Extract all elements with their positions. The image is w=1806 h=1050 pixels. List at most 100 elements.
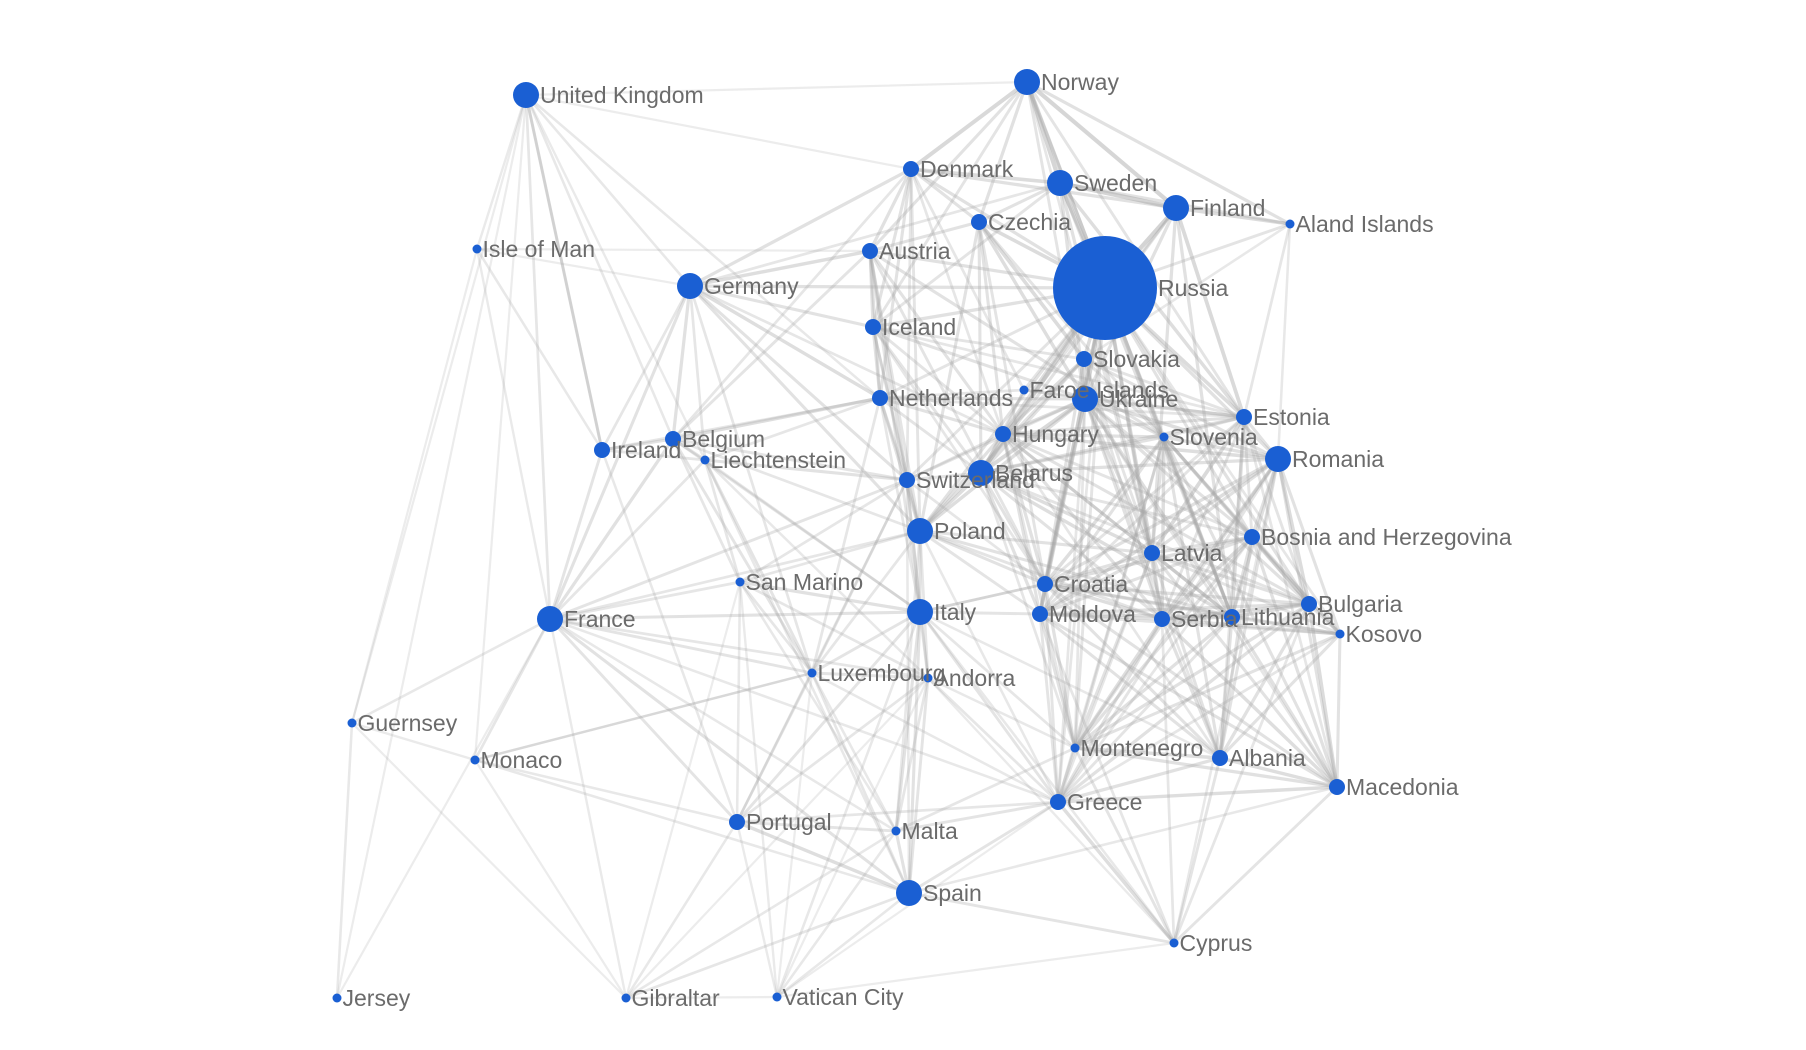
node-portugal[interactable] <box>729 814 745 830</box>
edge-belgium-luxembourg <box>671 437 814 675</box>
node-switzerland[interactable] <box>899 472 915 488</box>
node-austria[interactable] <box>862 243 878 259</box>
edge-netherlands-belgium <box>671 396 882 441</box>
node-ukraine[interactable] <box>1072 386 1098 412</box>
node-label-italy: Italy <box>934 599 977 625</box>
edge-france-isle-of-man <box>475 247 552 621</box>
node-belgium[interactable] <box>665 431 681 447</box>
node-norway[interactable] <box>1014 69 1040 95</box>
node-netherlands[interactable] <box>872 390 888 406</box>
node-ireland[interactable] <box>594 442 610 458</box>
node-italy[interactable] <box>907 599 933 625</box>
node-sweden[interactable] <box>1047 170 1073 196</box>
edge-finland-latvia <box>1150 206 1178 555</box>
node-label-bosnia: Bosnia and Herzegovina <box>1261 524 1512 550</box>
node-aland-islands[interactable] <box>1285 219 1295 229</box>
node-monaco[interactable] <box>470 755 480 765</box>
node-bosnia[interactable] <box>1244 529 1260 545</box>
node-label-greece: Greece <box>1067 789 1142 815</box>
node-label-finland: Finland <box>1190 195 1265 221</box>
node-iceland[interactable] <box>865 319 881 335</box>
node-montenegro[interactable] <box>1070 743 1080 753</box>
edge-ireland-portugal <box>600 448 739 824</box>
node-malta[interactable] <box>891 826 901 836</box>
edge-hungary-bosnia <box>1001 432 1254 539</box>
node-moldova[interactable] <box>1032 606 1048 622</box>
edge-france-spain <box>548 617 911 895</box>
node-denmark[interactable] <box>903 161 919 177</box>
edge-slovenia-latvia <box>1150 435 1166 555</box>
node-albania[interactable] <box>1212 750 1228 766</box>
edge-germany-iceland <box>688 284 875 329</box>
node-luxembourg[interactable] <box>807 668 817 678</box>
node-finland[interactable] <box>1163 195 1189 221</box>
node-russia[interactable] <box>1053 236 1157 340</box>
edge-moldova-macedonia <box>1038 612 1339 789</box>
node-andorra[interactable] <box>923 673 933 683</box>
node-france[interactable] <box>537 606 563 632</box>
edge-iceland-poland <box>871 325 922 533</box>
node-romania[interactable] <box>1265 446 1291 472</box>
edge-romania-bulgaria <box>1276 457 1311 606</box>
node-slovakia[interactable] <box>1076 351 1092 367</box>
edge-sweden-latvia <box>1058 181 1154 555</box>
edge-germany-liechtenstein <box>688 284 707 462</box>
edge-latvia-macedonia <box>1150 551 1339 789</box>
edge-spain-vatican-city <box>775 891 911 999</box>
node-latvia[interactable] <box>1144 545 1160 561</box>
node-serbia[interactable] <box>1154 611 1170 627</box>
edge-slovakia-slovenia <box>1082 357 1166 439</box>
node-guernsey[interactable] <box>347 718 357 728</box>
edge-monaco-luxembourg <box>473 671 814 762</box>
edge-united-kingdom-liechtenstein <box>524 93 707 462</box>
edge-austria-iceland <box>868 249 875 329</box>
edge-finland-lithuania <box>1174 206 1234 619</box>
node-united-kingdom[interactable] <box>513 82 539 108</box>
edge-russia-kosovo <box>1103 286 1342 636</box>
node-macedonia[interactable] <box>1329 779 1345 795</box>
node-greece[interactable] <box>1050 794 1066 810</box>
node-jersey[interactable] <box>332 993 342 1003</box>
node-liechtenstein[interactable] <box>700 455 710 465</box>
edge-slovakia-belarus <box>979 357 1086 475</box>
edge-moldova-greece <box>1038 612 1060 804</box>
node-vatican-city[interactable] <box>772 992 782 1002</box>
edge-romania-greece <box>1056 457 1280 804</box>
node-spain[interactable] <box>896 880 922 906</box>
edge-poland-luxembourg <box>810 529 922 675</box>
node-faroe-islands[interactable] <box>1019 385 1029 395</box>
node-poland[interactable] <box>907 518 933 544</box>
node-san-marino[interactable] <box>735 577 745 587</box>
node-belarus[interactable] <box>968 460 994 486</box>
edge-norway-finland <box>1024 79 1179 211</box>
node-kosovo[interactable] <box>1335 629 1345 639</box>
node-croatia[interactable] <box>1037 576 1053 592</box>
edge-romania-croatia <box>1043 457 1280 586</box>
edge-slovenia-bosnia <box>1162 435 1254 539</box>
node-germany[interactable] <box>677 273 703 299</box>
edge-croatia-montenegro <box>1043 582 1077 750</box>
edge-andorra-cyprus <box>926 676 1176 945</box>
edge-denmark-czechia <box>909 167 981 224</box>
edge-germany-netherlands <box>688 284 882 400</box>
edge-kosovo-greece <box>1056 632 1342 804</box>
node-lithuania[interactable] <box>1224 609 1240 625</box>
edge-estonia-bosnia <box>1242 415 1254 539</box>
node-gibraltar[interactable] <box>621 993 631 1003</box>
edge-ukraine-albania <box>1083 397 1222 760</box>
edge-ukraine-bosnia <box>1083 397 1254 539</box>
node-hungary[interactable] <box>995 426 1011 442</box>
edge-sweden-czechia <box>977 181 1062 224</box>
node-cyprus[interactable] <box>1169 938 1179 948</box>
edge-france-italy <box>548 610 922 621</box>
node-czechia[interactable] <box>971 214 987 230</box>
node-bulgaria[interactable] <box>1301 596 1317 612</box>
node-label-russia: Russia <box>1158 275 1229 301</box>
node-isle-of-man[interactable] <box>472 244 482 254</box>
edge-netherlands-switzerland <box>878 396 909 482</box>
edge-latvia-croatia <box>1043 551 1154 586</box>
node-slovenia[interactable] <box>1159 432 1169 442</box>
edge-guernsey-gibraltar <box>350 721 628 1000</box>
node-estonia[interactable] <box>1236 409 1252 425</box>
edge-hungary-switzerland <box>905 432 1005 482</box>
